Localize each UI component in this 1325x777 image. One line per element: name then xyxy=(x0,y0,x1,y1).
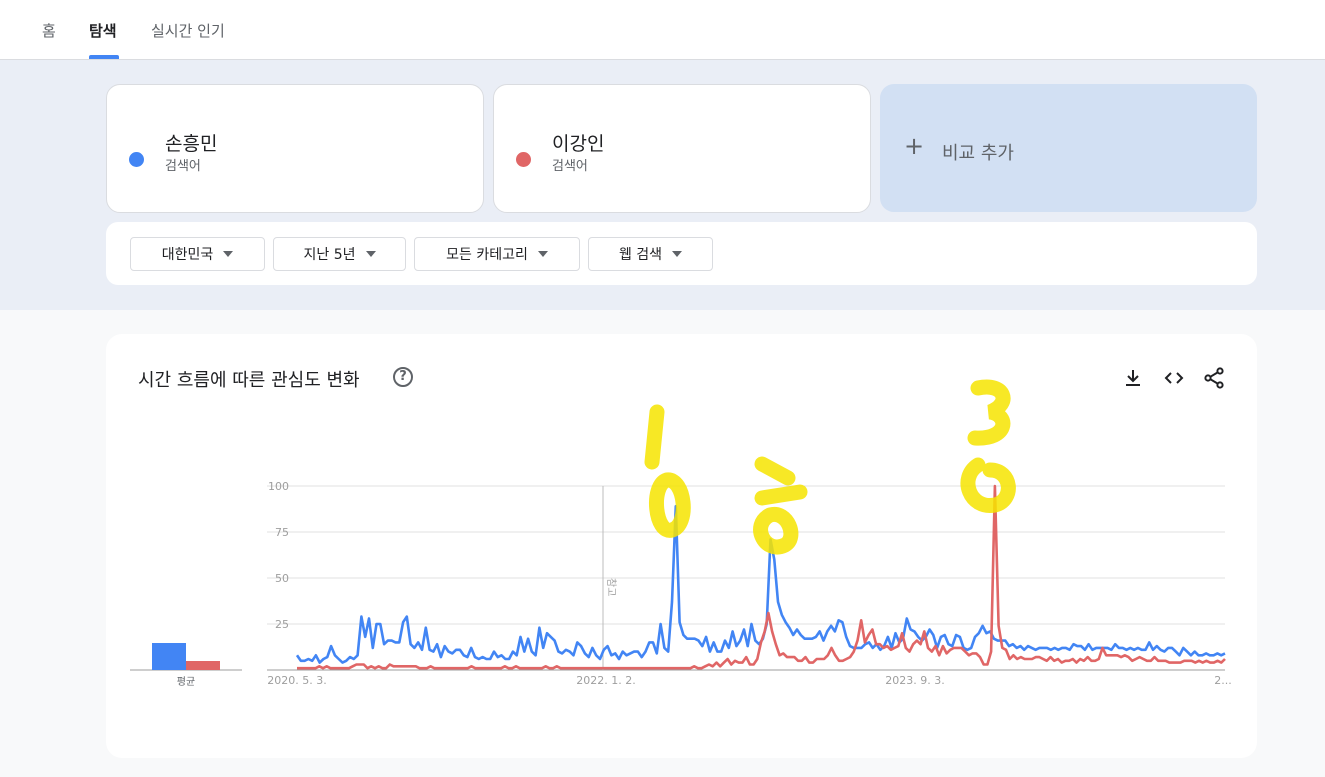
y-tick-label: 25 xyxy=(275,618,289,631)
series-color-dot xyxy=(129,152,144,167)
add-comparison-label: 비교 추가 xyxy=(942,143,1014,164)
category-dropdown[interactable]: 모든 카테고리 xyxy=(414,237,580,271)
search-term-card-2[interactable]: 이강인 검색어 xyxy=(493,84,871,213)
time-range-dropdown-label: 지난 5년 xyxy=(303,247,356,263)
region-dropdown-label: 대한민국 xyxy=(161,247,214,263)
search-term-name[interactable]: 손흥민 xyxy=(165,133,218,155)
top-nav: 홈 탐색 실시간 인기 xyxy=(0,0,1325,60)
tab-explore[interactable]: 탐색 xyxy=(89,22,117,40)
x-tick-label: 2022. 1. 2. xyxy=(576,674,635,687)
active-tab-indicator xyxy=(89,55,119,59)
handwritten-annotations xyxy=(644,379,1016,555)
plus-icon: + xyxy=(904,132,925,160)
time-range-dropdown[interactable]: 지난 5년 xyxy=(273,237,406,271)
help-icon[interactable]: ? xyxy=(393,367,413,387)
add-comparison-button[interactable]: + 비교 추가 xyxy=(880,84,1257,212)
download-icon[interactable] xyxy=(1121,366,1145,390)
embed-code-icon[interactable] xyxy=(1162,366,1186,390)
tab-trending-now[interactable]: 실시간 인기 xyxy=(151,22,225,40)
search-term-name[interactable]: 이강인 xyxy=(552,133,605,155)
share-icon[interactable] xyxy=(1202,366,1226,390)
search-term-type: 검색어 xyxy=(165,159,201,174)
caret-down-icon xyxy=(537,251,548,257)
filter-bar: 대한민국 지난 5년 모든 카테고리 웹 검색 xyxy=(106,222,1257,285)
tab-home[interactable]: 홈 xyxy=(42,22,56,40)
y-tick-label: 100 xyxy=(268,480,289,493)
search-type-dropdown-label: 웹 검색 xyxy=(618,247,663,263)
average-bar[interactable] xyxy=(186,661,220,670)
annotation-mark-2 xyxy=(753,456,808,555)
search-term-card-1[interactable]: 손흥민 검색어 xyxy=(106,84,484,213)
annotation-mark-1 xyxy=(644,404,691,538)
search-type-dropdown[interactable]: 웹 검색 xyxy=(588,237,713,271)
category-dropdown-label: 모든 카테고리 xyxy=(446,247,528,263)
y-tick-label: 75 xyxy=(275,526,289,539)
chart-title: 시간 흐름에 따른 관심도 변화 xyxy=(138,370,360,391)
x-tick-label: 2020. 5. 3. xyxy=(267,674,326,687)
caret-down-icon xyxy=(672,251,683,257)
x-tick-label: 2... xyxy=(1214,674,1232,687)
caret-down-icon xyxy=(365,251,376,257)
annotation-mark-3 xyxy=(960,379,1016,513)
average-label: 평균 xyxy=(177,676,195,688)
note-marker-label: 참고 xyxy=(605,578,617,596)
y-tick-label: 50 xyxy=(275,572,289,585)
series-color-dot xyxy=(516,152,531,167)
region-dropdown[interactable]: 대한민국 xyxy=(130,237,265,271)
interest-over-time-card: 시간 흐름에 따른 관심도 변화 ? xyxy=(106,334,1257,758)
x-tick-label: 2023. 9. 3. xyxy=(885,674,944,687)
series-line[interactable] xyxy=(297,484,1226,670)
average-bar[interactable] xyxy=(152,643,186,670)
caret-down-icon xyxy=(223,251,234,257)
search-term-type: 검색어 xyxy=(552,159,588,174)
